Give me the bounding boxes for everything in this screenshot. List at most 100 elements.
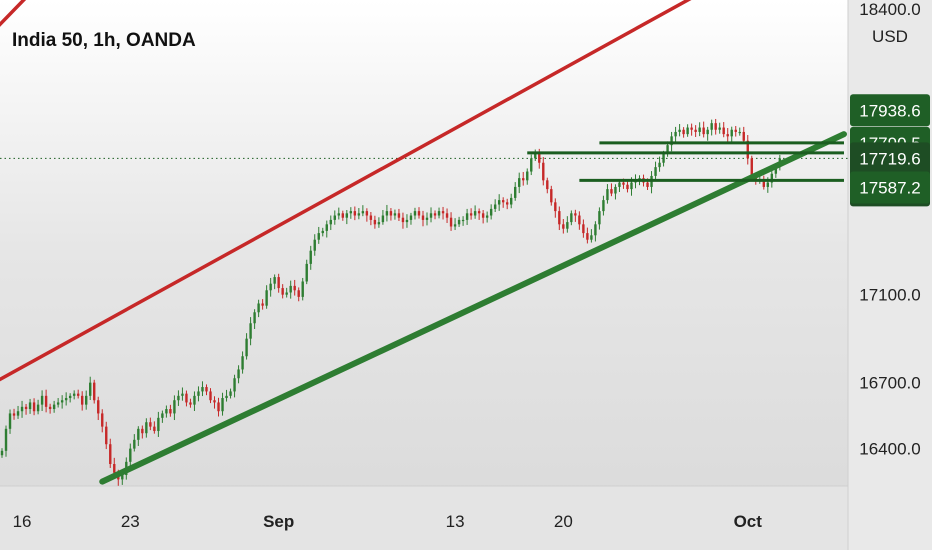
candle-body xyxy=(457,219,461,225)
candle xyxy=(626,180,629,193)
candle xyxy=(566,216,569,233)
price-badge-bg xyxy=(850,171,930,204)
candle xyxy=(610,183,613,197)
plot-area[interactable] xyxy=(0,118,848,486)
candle-body xyxy=(630,182,633,190)
candle-body xyxy=(750,158,753,176)
candle xyxy=(297,287,300,302)
candle xyxy=(726,127,729,143)
candle-body xyxy=(413,211,417,216)
candle-body xyxy=(20,406,24,412)
candle-body xyxy=(8,413,12,429)
time-axis: 16 23 Sep 13 20 Oct xyxy=(13,512,763,531)
candle-body xyxy=(297,290,300,297)
candle-body xyxy=(361,211,365,214)
candle-body xyxy=(762,180,766,187)
candle xyxy=(133,434,136,452)
candle-body xyxy=(694,129,697,132)
candle-body xyxy=(501,200,505,203)
candle xyxy=(554,198,557,218)
candle-body xyxy=(570,213,573,223)
candle-body xyxy=(249,323,252,339)
candle xyxy=(265,285,268,309)
candle xyxy=(614,184,617,200)
candle-body xyxy=(145,422,148,434)
candle-body xyxy=(546,180,549,190)
candle-body xyxy=(261,303,264,306)
candle-body xyxy=(197,391,200,396)
candle xyxy=(80,391,84,411)
candle xyxy=(550,185,553,206)
candle xyxy=(530,154,533,176)
candle xyxy=(313,234,316,256)
candle xyxy=(337,207,341,220)
candle-body xyxy=(618,182,621,187)
candle xyxy=(153,421,156,434)
candle xyxy=(393,209,397,220)
candle-body xyxy=(309,250,312,264)
candle-body xyxy=(534,153,537,159)
candle xyxy=(714,118,717,135)
price-badge: 17587.2 xyxy=(850,171,930,204)
candle-body xyxy=(526,171,529,181)
candle-body xyxy=(72,393,76,396)
candle xyxy=(429,207,433,223)
candle xyxy=(161,410,164,423)
candle-body xyxy=(514,186,517,198)
candle xyxy=(706,126,709,141)
candle-body xyxy=(181,393,184,396)
candle xyxy=(510,193,513,209)
candle-body xyxy=(305,263,308,282)
candle xyxy=(489,204,493,220)
candle-body xyxy=(173,400,176,414)
candle-body xyxy=(349,211,353,214)
candle-body xyxy=(578,215,581,225)
candle xyxy=(730,126,733,142)
candle-body xyxy=(622,182,625,185)
candle xyxy=(137,426,140,446)
candle-body xyxy=(225,395,228,399)
candle xyxy=(217,397,220,417)
candle xyxy=(686,124,689,137)
trend-line xyxy=(99,131,847,485)
candle xyxy=(253,309,256,329)
candle xyxy=(101,409,104,433)
candle xyxy=(445,208,449,223)
candle xyxy=(562,219,565,234)
candle-body xyxy=(269,283,272,291)
candle xyxy=(209,388,212,404)
candle-body xyxy=(766,182,770,187)
candle-body xyxy=(397,213,401,218)
candle xyxy=(64,392,68,406)
candle-body xyxy=(48,406,52,410)
candle xyxy=(457,216,461,227)
candle xyxy=(189,398,192,408)
time-axis-panel[interactable] xyxy=(0,486,848,550)
candle-body xyxy=(52,404,56,410)
candle-body xyxy=(353,211,357,216)
time-tick-label: 16 xyxy=(13,512,32,531)
candle xyxy=(165,405,168,418)
candle-body xyxy=(582,224,585,234)
candle xyxy=(738,127,741,136)
candle xyxy=(481,210,485,224)
candle xyxy=(141,425,144,439)
candle xyxy=(40,390,44,412)
candle-body xyxy=(542,162,545,181)
candle xyxy=(277,273,280,293)
candle xyxy=(417,207,421,219)
candle-body xyxy=(341,213,345,218)
time-tick-label: 20 xyxy=(554,512,573,531)
candle xyxy=(237,365,240,384)
candle-body xyxy=(60,400,64,403)
candle xyxy=(485,211,489,223)
candle-body xyxy=(105,426,108,445)
candle-body xyxy=(32,402,36,412)
candle xyxy=(598,207,601,230)
candle-body xyxy=(497,200,501,205)
candle-body xyxy=(325,224,328,231)
price-axis-panel[interactable] xyxy=(848,0,932,550)
candle-body xyxy=(373,219,377,225)
price-badge-label: 17938.6 xyxy=(859,101,920,120)
